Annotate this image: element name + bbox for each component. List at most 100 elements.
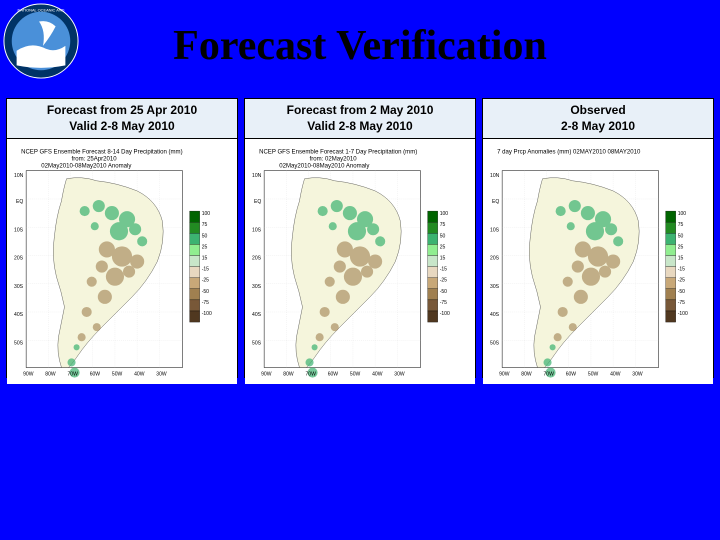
svg-text:25: 25 (678, 245, 684, 251)
svg-text:60W: 60W (90, 372, 101, 378)
map-area-3: 7 day Prcp Anomalies (mm) 02MAY2010 08MA… (483, 139, 713, 384)
svg-text:-50: -50 (440, 289, 447, 295)
caption: 02May2010-08May2010 Anomaly (279, 164, 370, 170)
panel-header-1: Forecast from 25 Apr 2010 Valid 2-8 May … (7, 99, 237, 139)
header-line: Observed (485, 103, 711, 119)
svg-text:75: 75 (202, 222, 208, 228)
panels-row: Forecast from 25 Apr 2010 Valid 2-8 May … (0, 98, 720, 378)
svg-text:70W: 70W (306, 372, 317, 378)
svg-text:-100: -100 (678, 311, 688, 317)
svg-text:-75: -75 (202, 300, 209, 306)
svg-text:70W: 70W (68, 372, 79, 378)
svg-text:-100: -100 (202, 311, 212, 317)
header-line: Forecast from 25 Apr 2010 (9, 103, 235, 119)
svg-text:-15: -15 (202, 267, 209, 273)
map-body: 10N EQ 10S 20S 30S 40S 50S 90W 80W 70W 6… (14, 171, 212, 378)
svg-text:100: 100 (678, 211, 687, 217)
svg-text:50S: 50S (14, 340, 24, 346)
svg-text:-25: -25 (678, 278, 685, 284)
svg-text:30S: 30S (14, 284, 24, 290)
svg-text:75: 75 (440, 222, 446, 228)
svg-text:30W: 30W (394, 372, 405, 378)
svg-text:30S: 30S (490, 284, 500, 290)
svg-text:10N: 10N (252, 173, 262, 179)
svg-text:75: 75 (678, 222, 684, 228)
svg-text:40W: 40W (372, 372, 383, 378)
svg-text:60W: 60W (328, 372, 339, 378)
svg-text:25: 25 (440, 245, 446, 251)
svg-text:EQ: EQ (16, 199, 23, 205)
caption: 02May2010-08May2010 Anomaly (41, 164, 132, 170)
svg-text:-15: -15 (678, 267, 685, 273)
svg-text:20S: 20S (252, 256, 262, 262)
svg-text:15: 15 (440, 256, 446, 262)
svg-text:10N: 10N (14, 173, 24, 179)
svg-text:40S: 40S (252, 312, 262, 318)
svg-text:-50: -50 (678, 289, 685, 295)
caption: from: 25Apr2010 (72, 157, 118, 163)
svg-text:10S: 10S (252, 227, 262, 233)
svg-text:-50: -50 (202, 289, 209, 295)
map-area-2: NCEP GFS Ensemble Forecast 1-7 Day Preci… (245, 139, 475, 384)
svg-text:40W: 40W (134, 372, 145, 378)
header-line: Valid 2-8 May 2010 (247, 119, 473, 135)
svg-text:30W: 30W (632, 372, 643, 378)
caption: NCEP GFS Ensemble Forecast 8-14 Day Prec… (21, 150, 183, 156)
svg-text:50W: 50W (588, 372, 599, 378)
svg-text:10N: 10N (490, 173, 500, 179)
x-axis: 90W 80W 70W 60W 50W 40W 30W (261, 372, 405, 378)
header-line: Forecast from 2 May 2010 (247, 103, 473, 119)
map-svg-3: 7 day Prcp Anomalies (mm) 02MAY2010 08MA… (487, 143, 709, 380)
panel-observed: Observed 2-8 May 2010 7 day Prcp Anomali… (482, 98, 714, 378)
svg-text:40S: 40S (490, 312, 500, 318)
y-axis: 10N EQ 10S 20S 30S 40S 50S (14, 173, 24, 347)
panel-header-2: Forecast from 2 May 2010 Valid 2-8 May 2… (245, 99, 475, 139)
svg-text:90W: 90W (499, 372, 510, 378)
map-body: 10N EQ 10S 20S 30S 40S 50S 90W 80W 70W 6… (490, 171, 688, 378)
svg-text:40S: 40S (14, 312, 24, 318)
svg-text:NATIONAL OCEANIC AND: NATIONAL OCEANIC AND (18, 8, 65, 13)
svg-text:-75: -75 (678, 300, 685, 306)
x-axis: 90W 80W 70W 60W 50W 40W 30W (23, 372, 167, 378)
header-line: 2-8 May 2010 (485, 119, 711, 135)
svg-text:-15: -15 (440, 267, 447, 273)
svg-text:50: 50 (202, 234, 208, 240)
map-svg-2: NCEP GFS Ensemble Forecast 1-7 Day Preci… (249, 143, 471, 380)
svg-text:30S: 30S (252, 284, 262, 290)
svg-text:20S: 20S (14, 256, 24, 262)
legend: 100 75 50 25 15 -15 -25 -50 -75 -100 (666, 211, 688, 322)
svg-text:40W: 40W (610, 372, 621, 378)
svg-text:30W: 30W (156, 372, 167, 378)
svg-text:25: 25 (202, 245, 208, 251)
svg-text:100: 100 (440, 211, 449, 217)
caption: from: 02May2010 (310, 157, 358, 163)
legend: 10075502515-15-25-50-75-100 (190, 211, 212, 322)
svg-text:60W: 60W (566, 372, 577, 378)
svg-text:EQ: EQ (492, 199, 499, 205)
header-line: Valid 2-8 May 2010 (9, 119, 235, 135)
svg-text:-25: -25 (202, 278, 209, 284)
svg-text:50W: 50W (112, 372, 123, 378)
y-axis: 10N EQ 10S 20S 30S 40S 50S (252, 173, 262, 347)
svg-text:50W: 50W (350, 372, 361, 378)
svg-text:10S: 10S (14, 227, 24, 233)
svg-text:80W: 80W (45, 372, 56, 378)
panel-header-3: Observed 2-8 May 2010 (483, 99, 713, 139)
svg-text:15: 15 (678, 256, 684, 262)
svg-text:50: 50 (440, 234, 446, 240)
panel-forecast-1: Forecast from 25 Apr 2010 Valid 2-8 May … (6, 98, 238, 378)
map-body: 10N EQ 10S 20S 30S 40S 50S 90W 80W 70W 6… (252, 171, 450, 378)
svg-text:50: 50 (678, 234, 684, 240)
x-axis: 90W 80W 70W 60W 50W 40W 30W (499, 372, 643, 378)
caption: 7 day Prcp Anomalies (mm) 02MAY2010 08MA… (497, 150, 641, 156)
svg-text:-25: -25 (440, 278, 447, 284)
svg-text:-75: -75 (440, 300, 447, 306)
legend: 100 75 50 25 15 -15 -25 -50 -75 -100 (428, 211, 450, 322)
svg-text:20S: 20S (490, 256, 500, 262)
svg-text:80W: 80W (283, 372, 294, 378)
svg-text:-100: -100 (440, 311, 450, 317)
svg-text:100: 100 (202, 211, 211, 217)
page-title: Forecast Verification (0, 0, 720, 98)
noaa-logo: NATIONAL OCEANIC AND (2, 2, 80, 80)
svg-text:70W: 70W (544, 372, 555, 378)
